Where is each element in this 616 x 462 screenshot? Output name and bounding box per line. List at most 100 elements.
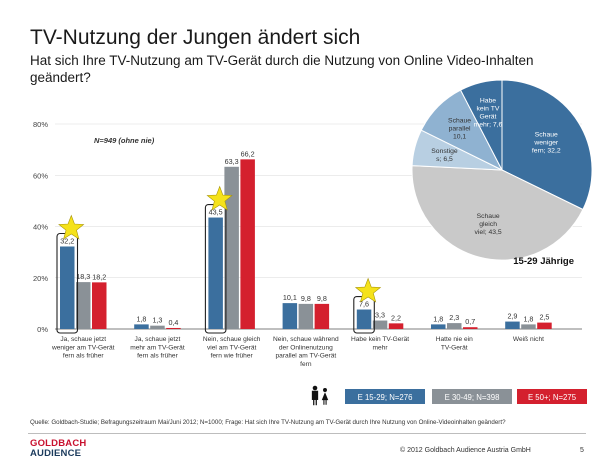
bar-value-label: 9,8 [301,294,311,303]
bar [282,303,298,329]
bar [431,324,446,329]
bar [92,282,107,329]
star-icon [206,185,233,211]
person-leg [323,399,325,405]
pie-slice-label: Schaue [448,117,471,124]
bar [134,324,149,329]
pie-slice-label: weniger [533,139,559,146]
star-icon [58,214,85,240]
bar-value-label: 9,8 [317,294,327,303]
bar-value-label: 18,3 [76,272,90,281]
bar-value-label: 32,2 [60,236,74,245]
category-label: fern wie früher [211,353,254,360]
category-label: viel am TV-Gerät [207,344,257,351]
category-label: Nein, schaue gleich [203,336,261,343]
y-tick-label: 60% [33,171,48,180]
category-label: der Onlinenutzung [279,344,333,351]
pie-slice-label: 10,1 [453,133,466,140]
person-leg [315,398,317,406]
person-body [311,390,319,400]
people-icon [311,385,329,406]
bar [447,323,462,329]
category-label: Nein, schaue während [273,336,339,343]
footer-divider [28,433,586,434]
pie-slice-label: Schaue [477,213,500,220]
category-label: Ja, schaue jetzt [60,336,106,343]
bar-value-label: 1,8 [523,314,533,323]
category-label: Hatte nie ein [436,336,473,343]
bar-value-label: 43,5 [209,208,223,217]
logo-line-2: AUDIENCE [30,448,82,459]
category-label: Habe kein TV-Gerät [351,336,409,343]
bar-value-label: 7,6 [359,300,369,309]
bar [463,327,478,329]
bar [505,321,520,329]
category-label: fern als früher [137,353,178,360]
y-tick-label: 40% [33,223,48,232]
category-label: Ja, schaue jetzt [135,336,181,343]
category-label: Weiß nicht [513,336,544,343]
bar [298,303,314,329]
person-body [321,392,329,401]
bar [388,323,404,329]
pie-slice-label: Habe [480,97,496,104]
person-head [312,385,318,391]
legend-label: E 30-49; N=398 [445,393,500,402]
page-subtitle: Hat sich Ihre TV-Nutzung am TV-Gerät dur… [30,53,534,85]
bar-value-label: 2,3 [449,313,459,322]
bar [166,327,181,329]
page-title: TV-Nutzung der Jungen ändert sich [30,26,361,49]
category-label: fern als früher [63,353,104,360]
bar [224,166,239,329]
bar [240,159,255,329]
bar [314,303,330,329]
person-leg [313,398,315,406]
category-label: fern [300,361,312,368]
bar [356,309,372,329]
category-label: parallel am TV-Gerät [275,353,336,360]
bar [537,322,552,329]
y-tick-label: 20% [33,274,48,283]
logo-line-1: GOLDBACH [30,438,87,449]
category-label: TV-Gerät [441,344,468,351]
bar [372,320,388,329]
y-tick-label: 0% [37,325,48,334]
bar-value-label: 10,1 [283,293,297,302]
bar [76,282,91,329]
pie-slice-label: fern; 32,2 [532,147,561,154]
legend [345,389,587,404]
pie-slice [411,165,584,261]
pie-title: 15-29 Jährige [513,256,574,267]
bar-value-label: 63,3 [225,157,239,166]
pie-slice-label: Sonstige [431,148,458,155]
bar-value-label: 0,4 [168,318,178,327]
bar-value-label: 1,3 [152,316,162,325]
bar-value-label: 1,8 [433,314,443,323]
bar [60,246,75,329]
legend-label: E 50+; N=275 [528,393,577,402]
copyright: © 2012 Goldbach Audience Austria GmbH [400,447,531,454]
source-note: Quelle: Goldbach-Studie; Befragungszeitr… [30,419,506,426]
category-label: mehr [373,344,389,351]
page-number: 5 [580,447,584,454]
pie-slice-label: viel; 43,5 [475,229,502,236]
sample-size-note: N=949 (ohne nie) [94,136,155,145]
legend-swatch [517,389,587,404]
category-label: weniger am TV-Gerät [51,344,115,351]
pie-slice-label: gleich [479,221,497,228]
bar [150,325,165,329]
bar [208,217,223,329]
bar-value-label: 2,9 [507,312,517,321]
y-tick-label: 80% [33,120,48,129]
pie-slice-label: s; 6,5 [436,156,453,163]
bar-value-label: 1,8 [136,314,146,323]
star-icon [354,277,382,303]
person-head [323,388,327,392]
bar [521,324,536,329]
bar-value-label: 2,2 [391,313,401,322]
legend-swatch [345,389,425,404]
bar-value-label: 18,2 [92,272,106,281]
pie-slice-label: kein TV [476,105,499,112]
pie-slice-label: Schaue [535,131,558,138]
